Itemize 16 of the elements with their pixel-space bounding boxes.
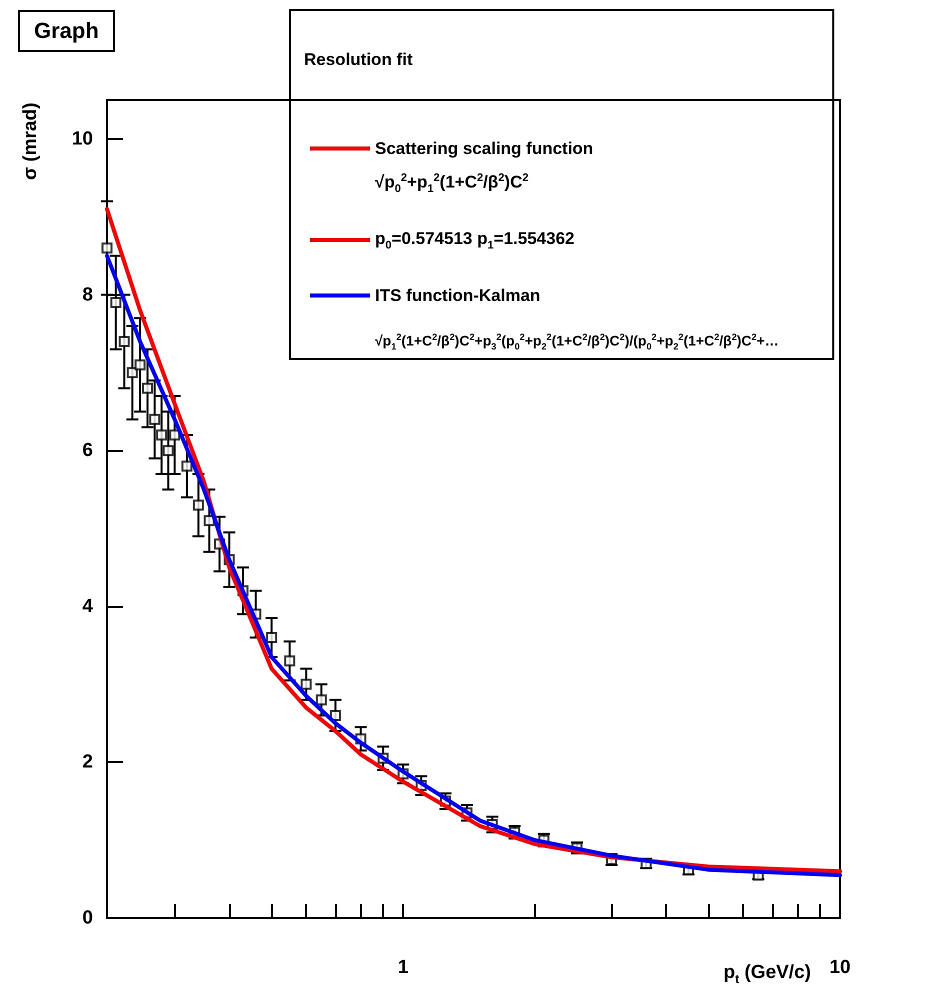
legend-label: ITS function-Kalman xyxy=(375,286,540,305)
text: √p$_{1}$$^{2}$(1+C$^{2}$/β$^{2}$)C$^{2}$+p$_{3}$$^{2}$(p$_{0}$$^{2}$+p$_{2}$$^{2}$(1+C$^{2}$/β$^{2}$)C$^{2}$)/(p$_{0}$$^{2}$+p$_{2}$$^{2}$(1+C$^{2}$/β$^{2}$)C$^{2}$+… xyxy=(375,332,779,352)
x-axis-title: p$_{t}$ (GeV/c) xyxy=(723,962,811,986)
annotation: p$_{0}$=0.574513 p$_{1}$=1.554362 xyxy=(375,229,574,252)
y-axis-title: σ (mrad) xyxy=(20,102,42,180)
y-tick-label: 8 xyxy=(82,284,93,306)
y-tick-label: 4 xyxy=(82,596,94,617)
y-tick-label: 2 xyxy=(82,752,93,773)
legend-title: Resolution fit xyxy=(304,50,413,70)
chart-title: Graph xyxy=(18,10,115,52)
y-tick-label: 6 xyxy=(82,440,93,462)
y-tick-label: 10 xyxy=(72,128,93,150)
text: √p$_{0}$$^{2}$+p$_{1}$$^{2}$(1+C$^{2}$/β$^{2}$)C$^{2}$ xyxy=(375,172,529,196)
x-tick-label: 1 xyxy=(398,957,409,978)
legend-label: Scattering scaling function xyxy=(375,139,594,158)
y-tick-label: 0 xyxy=(82,908,93,928)
